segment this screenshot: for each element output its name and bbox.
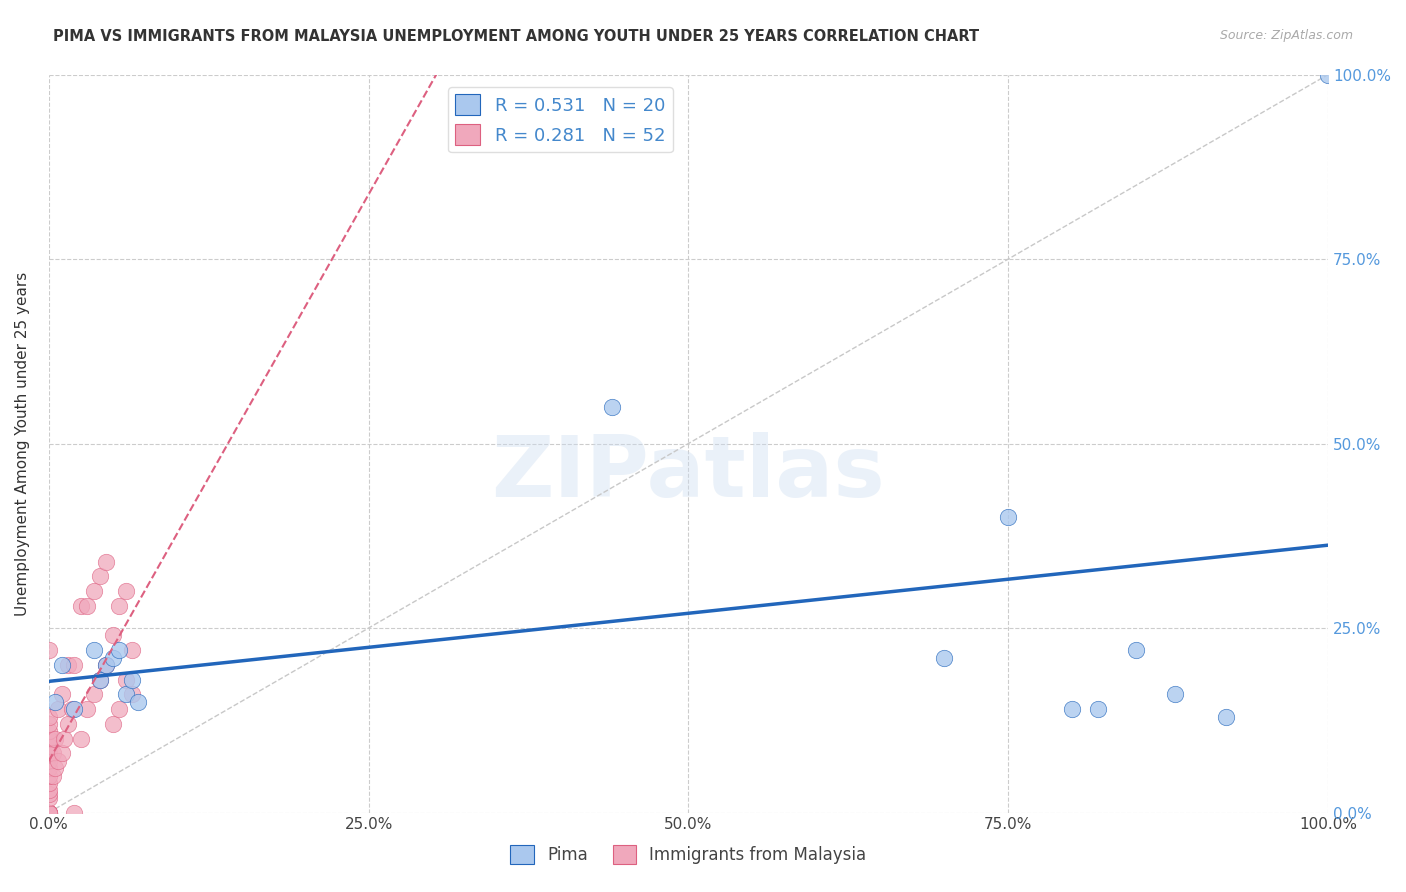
Point <box>44 731 66 746</box>
Point <box>38 754 60 768</box>
Point <box>1317 68 1340 82</box>
Point <box>600 400 623 414</box>
Point <box>38 739 60 753</box>
Point <box>108 702 131 716</box>
Point <box>38 805 60 820</box>
Point <box>83 643 105 657</box>
Point <box>41 769 63 783</box>
Point <box>56 717 79 731</box>
Point <box>121 673 143 687</box>
Point <box>38 805 60 820</box>
Point <box>101 717 124 731</box>
Point <box>1163 688 1185 702</box>
Point <box>63 702 86 716</box>
Point <box>56 657 79 672</box>
Point <box>83 688 105 702</box>
Text: PIMA VS IMMIGRANTS FROM MALAYSIA UNEMPLOYMENT AMONG YOUTH UNDER 25 YEARS CORRELA: PIMA VS IMMIGRANTS FROM MALAYSIA UNEMPLO… <box>53 29 980 44</box>
Point <box>101 650 124 665</box>
Text: ZIPatlas: ZIPatlas <box>492 432 886 515</box>
Legend: R = 0.531   N = 20, R = 0.281   N = 52: R = 0.531 N = 20, R = 0.281 N = 52 <box>449 87 672 153</box>
Point <box>63 657 86 672</box>
Point <box>63 805 86 820</box>
Point <box>53 731 76 746</box>
Point <box>38 769 60 783</box>
Point <box>1087 702 1109 716</box>
Point <box>96 657 118 672</box>
Point <box>101 628 124 642</box>
Point <box>38 787 60 801</box>
Point <box>60 702 83 716</box>
Point <box>76 599 98 613</box>
Point <box>76 702 98 716</box>
Point <box>1062 702 1084 716</box>
Point <box>38 805 60 820</box>
Point <box>1215 709 1237 723</box>
Point <box>89 673 111 687</box>
Point <box>69 599 91 613</box>
Point <box>127 695 149 709</box>
Point <box>46 702 69 716</box>
Point <box>38 805 60 820</box>
Point <box>41 747 63 761</box>
Point <box>934 650 956 665</box>
Point <box>997 510 1019 524</box>
Point <box>38 790 60 805</box>
Point <box>114 688 136 702</box>
Point <box>108 643 131 657</box>
Point <box>44 695 66 709</box>
Point <box>38 717 60 731</box>
Point <box>1125 643 1147 657</box>
Point <box>108 599 131 613</box>
Point <box>38 761 60 775</box>
Point <box>44 761 66 775</box>
Point <box>121 643 143 657</box>
Point <box>89 569 111 583</box>
Point <box>38 805 60 820</box>
Point <box>38 783 60 797</box>
Point <box>38 731 60 746</box>
Point <box>69 731 91 746</box>
Point <box>51 657 73 672</box>
Point <box>38 805 60 820</box>
Point <box>38 747 60 761</box>
Point <box>38 709 60 723</box>
Point <box>89 673 111 687</box>
Point <box>96 657 118 672</box>
Point <box>96 555 118 569</box>
Y-axis label: Unemployment Among Youth under 25 years: Unemployment Among Youth under 25 years <box>15 271 30 615</box>
Point <box>38 643 60 657</box>
Text: Source: ZipAtlas.com: Source: ZipAtlas.com <box>1219 29 1353 42</box>
Point <box>114 673 136 687</box>
Point <box>46 754 69 768</box>
Point <box>121 688 143 702</box>
Point <box>114 584 136 599</box>
Point <box>51 688 73 702</box>
Point <box>51 747 73 761</box>
Point <box>38 724 60 739</box>
Point <box>38 776 60 790</box>
Point <box>83 584 105 599</box>
